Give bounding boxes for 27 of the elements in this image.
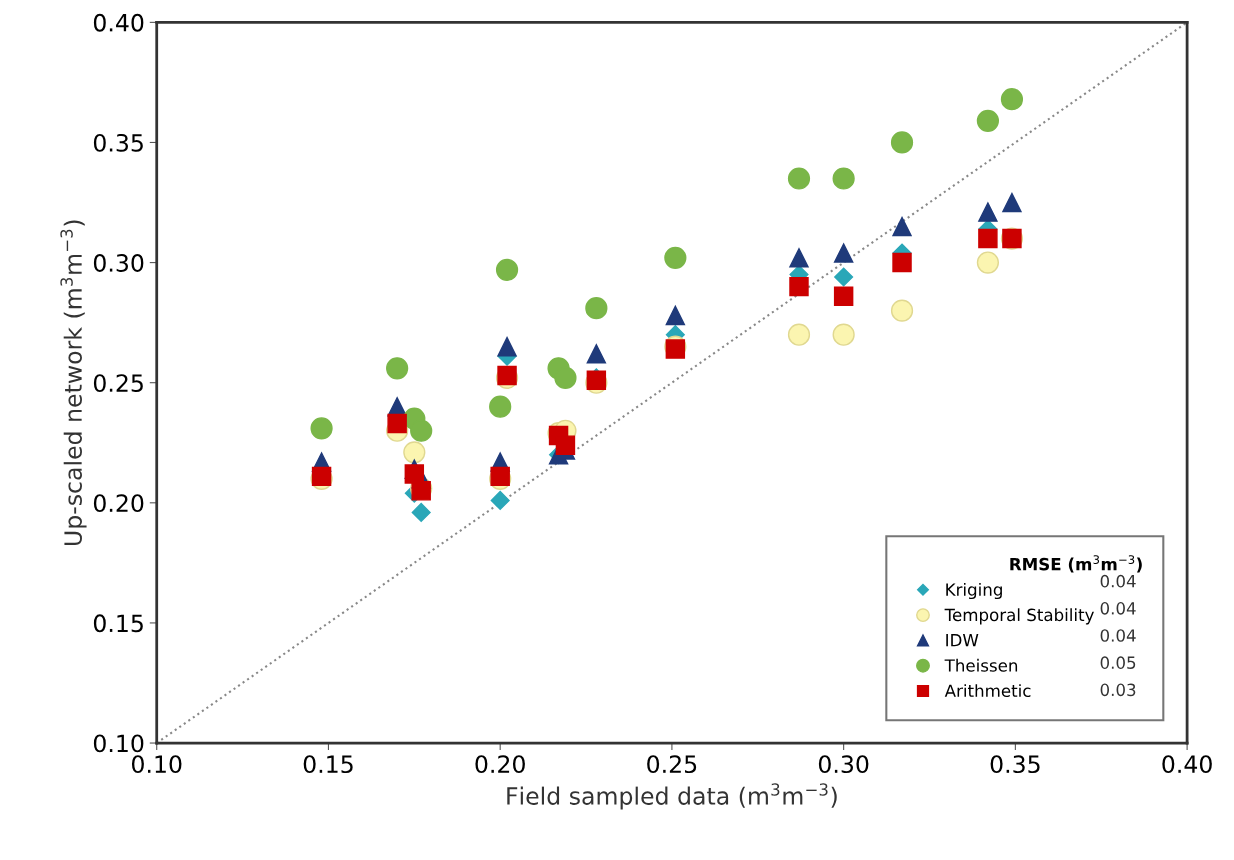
legend-label: Theissen xyxy=(944,658,1018,672)
y-tick-label: 0.30 xyxy=(93,254,144,272)
legend-title: RMSE (m$^{3}$m$^{−3}$) xyxy=(1010,555,1142,573)
x-tick-label: 0.35 xyxy=(990,755,1040,774)
x-axis-title: Field sampled data (m$^{3}$m$^{−3}$) xyxy=(507,783,837,810)
annotation: 0.04 xyxy=(1100,629,1136,642)
legend-label: IDW xyxy=(946,634,979,647)
x-tick-label: 0.10 xyxy=(131,755,182,774)
legend-label: Temporal Stability xyxy=(944,608,1094,625)
x-tick-label: 0.40 xyxy=(1162,755,1212,774)
legend-label: Kriging xyxy=(946,582,1002,600)
y-tick-label: 0.40 xyxy=(93,13,144,32)
x-tick-label: 0.25 xyxy=(647,755,697,774)
y-tick-label: 0.25 xyxy=(93,374,143,393)
annotation: 0.04 xyxy=(1100,602,1136,615)
y-tick-label: 0.35 xyxy=(93,133,143,152)
y-tick-label: 0.15 xyxy=(93,614,143,633)
x-tick-label: 0.20 xyxy=(475,755,525,774)
annotation: 0.04 xyxy=(1100,574,1136,588)
y-tick-label: 0.20 xyxy=(93,494,144,513)
annotation: 0.03 xyxy=(1100,683,1136,697)
x-tick-label: 0.30 xyxy=(818,755,869,774)
legend-label: Arithmetic xyxy=(944,684,1031,698)
annotation: 0.05 xyxy=(1100,656,1136,669)
y-tick-label: 0.10 xyxy=(93,734,144,753)
x-tick-label: 0.15 xyxy=(303,755,353,774)
y-axis-title: Up-scaled network (m$^{3}$m$^{−3}$) xyxy=(60,220,87,545)
